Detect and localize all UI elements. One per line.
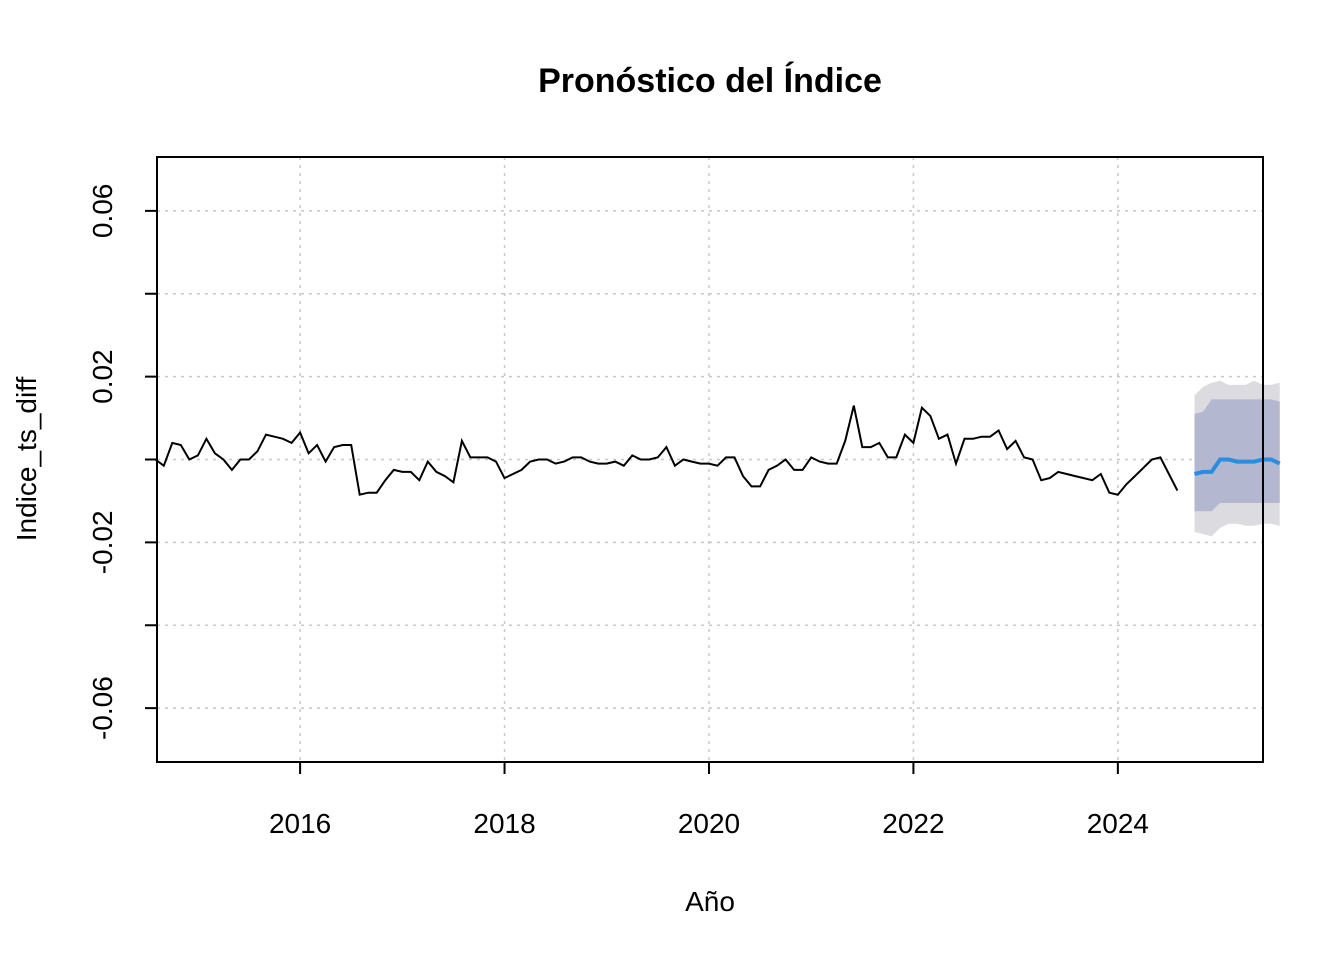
- series-line-historical: [154, 405, 1179, 496]
- y-axis-label: Indice_ts_diff: [11, 377, 42, 542]
- y-tick-label: -0.02: [87, 510, 118, 574]
- x-axis: 2016 2018 2020 2022 2024: [269, 762, 1149, 839]
- x-tick-label: 2018: [473, 808, 535, 839]
- x-axis-label: Año: [685, 886, 735, 917]
- series-line-forecast: [1194, 457, 1281, 476]
- series-lines: [154, 405, 1281, 496]
- x-tick-label: 2022: [882, 808, 944, 839]
- forecast-interval-bands: [1194, 380, 1280, 537]
- y-tick-label: -0.06: [87, 676, 118, 740]
- grid: [157, 157, 1263, 762]
- y-axis: -0.06 -0.02 0.02 0.06: [87, 184, 157, 740]
- y-tick-label: 0.02: [87, 349, 118, 404]
- chart-title: Pronóstico del Índice: [538, 62, 882, 100]
- x-tick-label: 2024: [1087, 808, 1149, 839]
- y-tick-label: 0.06: [87, 184, 118, 239]
- x-tick-label: 2016: [269, 808, 331, 839]
- x-tick-label: 2020: [678, 808, 740, 839]
- band-80: [1194, 399, 1280, 512]
